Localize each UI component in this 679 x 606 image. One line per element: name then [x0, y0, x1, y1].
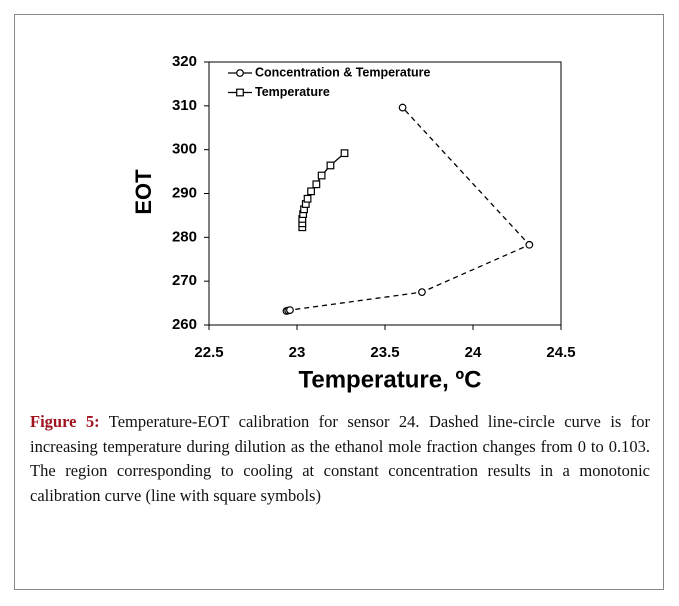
legend-label: Temperature: [255, 85, 330, 99]
legend-label: Concentration & Temperature: [255, 65, 431, 79]
legend-marker: [236, 88, 244, 97]
data-point: [525, 240, 534, 249]
x-tick-label: 22.5: [194, 344, 223, 361]
x-tick-label: 24.5: [546, 344, 575, 361]
y-tick-label: 290: [172, 184, 197, 201]
y-tick-label: 320: [172, 53, 197, 70]
data-point: [317, 171, 326, 180]
legend-marker: [236, 69, 244, 77]
y-tick-label: 300: [172, 141, 197, 158]
caption-text: Temperature-EOT calibration for sensor 2…: [30, 412, 651, 505]
data-point: [418, 288, 426, 297]
x-axis-label: Temperature, ºC: [298, 366, 481, 393]
y-axis-label: EOT: [131, 169, 156, 215]
x-tick-label: 24: [465, 344, 482, 361]
data-point: [303, 194, 312, 203]
chart: EOT Temperature, ºC 260 270 280 290 300 310 32…: [131, 53, 576, 393]
figure-frame: [14, 14, 664, 590]
data-point: [398, 103, 407, 112]
data-point: [312, 180, 321, 189]
caption: Figure 5: Temperature-EOT calibration fo…: [30, 410, 650, 508]
x-tick-label: 23.5: [370, 344, 399, 361]
data-point: [326, 161, 335, 170]
y-tick-label: 260: [172, 316, 197, 333]
data-point: [340, 149, 349, 158]
y-tick-label: 280: [172, 228, 197, 245]
y-tick-label: 270: [172, 272, 197, 289]
plot-frame: [208, 61, 562, 326]
x-tick-label: 23: [289, 344, 306, 361]
data-point: [286, 306, 294, 314]
y-tick-label: 310: [172, 97, 197, 114]
caption-label: Figure 5:: [30, 412, 100, 431]
data-point: [307, 187, 315, 196]
series-line: [286, 107, 531, 312]
